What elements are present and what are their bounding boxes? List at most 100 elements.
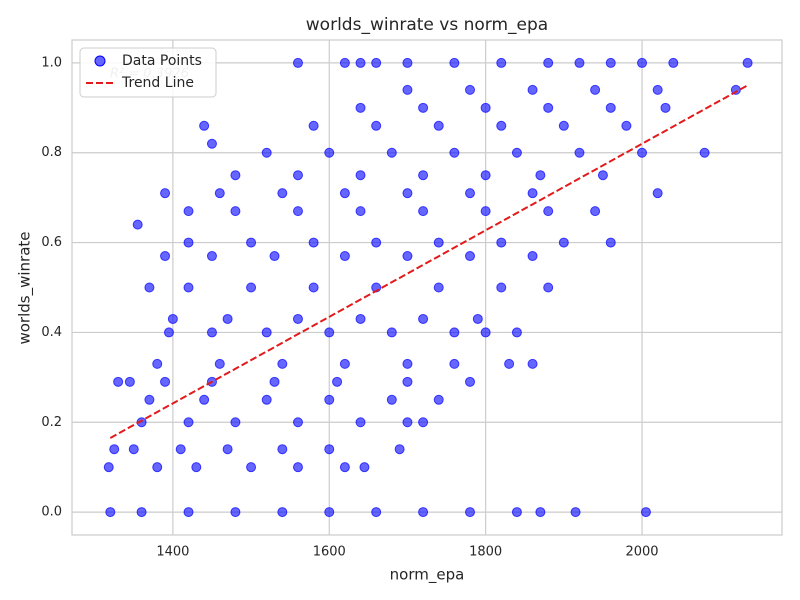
point [183,507,194,518]
x-tick-label: 1800 [469,545,502,560]
point [699,147,710,158]
point [167,313,178,324]
point [386,394,397,405]
y-axis-label: worlds_winrate [16,231,35,344]
point [543,57,554,68]
point [480,170,491,181]
point [543,282,554,293]
point [152,462,163,473]
point [246,462,257,473]
point [277,507,288,518]
point [558,120,569,131]
point [511,507,522,518]
point [496,237,507,248]
point [418,507,429,518]
point [324,394,335,405]
point [160,376,171,387]
legend-label: Data Points [122,53,202,69]
point [214,188,225,199]
legend-marker [94,55,106,67]
point [449,327,460,338]
point [371,507,382,518]
point [418,170,429,181]
point [199,394,210,405]
point [277,358,288,369]
point [386,327,397,338]
point [324,147,335,158]
point [433,237,444,248]
point [113,376,124,387]
point [605,57,616,68]
point [292,417,303,428]
point [324,444,335,455]
point [339,57,350,68]
y-tick-label: 0.4 [41,325,62,340]
point [246,282,257,293]
point [230,507,241,518]
point [371,237,382,248]
y-tick-label: 0.2 [41,415,62,430]
point [183,282,194,293]
point [590,206,601,217]
point [332,376,343,387]
point [386,147,397,158]
point [597,170,608,181]
point [144,282,155,293]
point [136,507,147,518]
point [574,147,585,158]
trend-line [109,84,749,439]
point [324,507,335,518]
point [144,394,155,405]
point [640,507,651,518]
point [292,206,303,217]
point [355,206,366,217]
point [402,417,413,428]
y-tick-label: 0.6 [41,235,62,250]
point [660,102,671,113]
chart-title: worlds_winrate vs norm_epa [306,15,548,35]
point [574,57,585,68]
point [132,219,143,230]
point [465,507,476,518]
point [418,102,429,113]
marks [103,57,753,518]
point [605,237,616,248]
point [465,188,476,199]
point [418,313,429,324]
point [292,57,303,68]
point [465,376,476,387]
x-tick-label: 1600 [313,545,346,560]
point [371,57,382,68]
point [527,358,538,369]
point [433,394,444,405]
point [355,57,366,68]
point [496,57,507,68]
point [105,507,116,518]
point [402,84,413,95]
point [261,147,272,158]
point [543,102,554,113]
point [246,237,257,248]
point [496,120,507,131]
point [175,444,186,455]
point [292,170,303,181]
point [433,282,444,293]
point [230,170,241,181]
point [511,327,522,338]
point [605,102,616,113]
legend-box [79,47,217,98]
point [206,251,217,262]
point [128,444,139,455]
point [214,358,225,369]
point [355,417,366,428]
point [339,358,350,369]
point [183,206,194,217]
point [355,170,366,181]
point [230,206,241,217]
point [292,313,303,324]
point [402,57,413,68]
point [535,507,546,518]
point [324,327,335,338]
